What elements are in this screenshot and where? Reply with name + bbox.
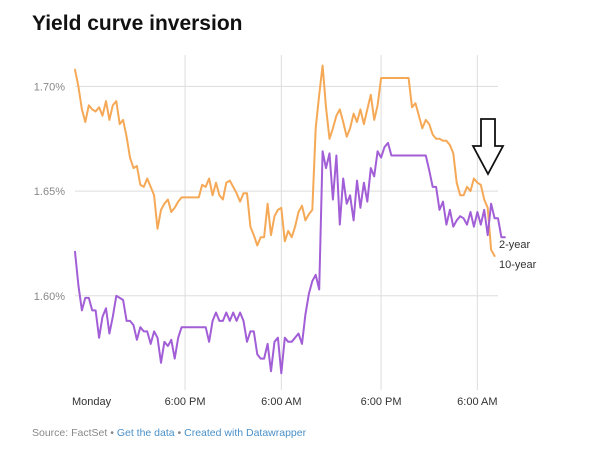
x-tick-label: 6:00 PM [361, 396, 402, 408]
footer: Source: FactSet • Get the data • Created… [32, 427, 306, 439]
y-tick-label: 1.60% [34, 291, 65, 303]
footer-sep-1: • [107, 427, 117, 439]
footer-sep-2: • [174, 427, 185, 439]
down-arrow-icon [471, 118, 505, 176]
y-tick-label: 1.65% [34, 186, 65, 198]
x-tick-label: 6:00 AM [457, 396, 497, 408]
get-data-link[interactable]: Get the data [116, 427, 175, 439]
x-tick-label: Monday [72, 396, 112, 408]
series-labels: 10-year 2-year [499, 239, 537, 271]
x-tick-label: 6:00 PM [165, 396, 206, 408]
chart-title: Yield curve inversion [32, 12, 243, 35]
y-tick-label: 1.70% [34, 81, 65, 93]
series-label-2-year: 2-year [499, 239, 531, 251]
y-axis-ticks: 1.60% 1.65% 1.70% [34, 81, 65, 302]
footer-source: Source: FactSet [32, 427, 108, 439]
datawrapper-link[interactable]: Created with Datawrapper [184, 427, 307, 439]
yield-chart: 1.60% 1.65% 1.70% Monday 6:00 PM 6:00 AM 6:00… [34, 55, 537, 408]
grid-lines [75, 55, 498, 390]
series-line-10-year [74, 64, 496, 257]
x-tick-label: 6:00 AM [261, 396, 301, 408]
x-axis-ticks: Monday 6:00 PM 6:00 AM 6:00 PM 6:00 AM [72, 396, 498, 408]
series-line-2-year [74, 141, 506, 375]
series-lines [74, 64, 506, 375]
series-label-10-year: 10-year [499, 259, 537, 271]
